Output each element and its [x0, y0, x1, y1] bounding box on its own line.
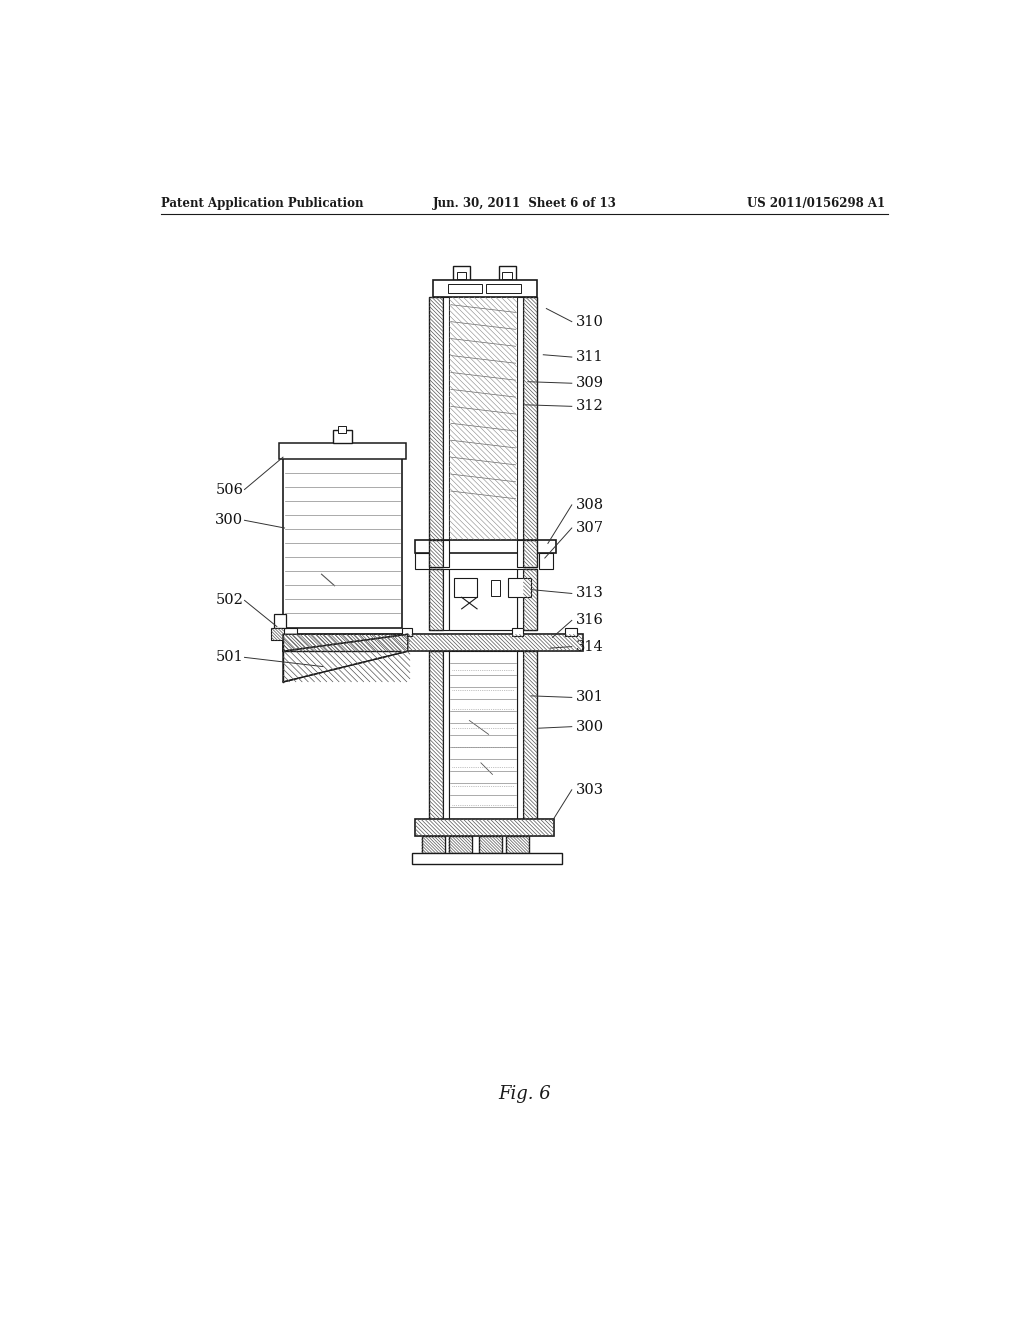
Bar — [401, 628, 413, 636]
Text: 501: 501 — [215, 651, 243, 664]
Bar — [422, 836, 444, 853]
Bar — [443, 540, 450, 566]
Bar — [506, 836, 529, 853]
Text: Patent Application Publication: Patent Application Publication — [162, 197, 364, 210]
Text: 300: 300 — [215, 513, 244, 527]
Bar — [450, 297, 517, 540]
Text: 316: 316 — [575, 614, 603, 627]
Bar — [523, 651, 538, 818]
Bar — [490, 581, 500, 595]
Bar — [443, 651, 450, 818]
Bar — [273, 614, 286, 628]
Text: 308: 308 — [575, 498, 604, 512]
Bar — [454, 267, 470, 280]
Bar — [433, 280, 538, 297]
Bar — [523, 540, 538, 566]
Text: 312: 312 — [575, 400, 603, 413]
Text: 502: 502 — [215, 594, 243, 607]
Text: US 2011/0156298 A1: US 2011/0156298 A1 — [748, 197, 885, 210]
Text: 311: 311 — [575, 350, 603, 364]
Bar — [416, 818, 554, 836]
Polygon shape — [283, 635, 401, 651]
Bar — [416, 540, 556, 553]
Bar — [443, 569, 450, 631]
Bar — [479, 836, 503, 853]
Bar — [283, 628, 297, 638]
Bar — [486, 284, 521, 293]
Text: 313: 313 — [575, 586, 603, 601]
Bar — [517, 540, 523, 566]
Bar — [333, 430, 352, 444]
Bar — [517, 297, 523, 540]
Bar — [565, 628, 578, 636]
Text: 310: 310 — [575, 314, 603, 329]
Bar — [457, 272, 466, 279]
Bar — [450, 651, 517, 818]
Bar — [517, 651, 523, 818]
Bar — [454, 578, 477, 598]
Bar — [339, 426, 346, 433]
Bar — [512, 628, 523, 636]
Bar — [412, 853, 562, 863]
Text: Jun. 30, 2011  Sheet 6 of 13: Jun. 30, 2011 Sheet 6 of 13 — [433, 197, 616, 210]
Text: 300: 300 — [575, 719, 604, 734]
Bar — [449, 836, 472, 853]
Bar — [443, 297, 450, 540]
Bar — [283, 457, 402, 628]
Text: 307: 307 — [575, 521, 603, 535]
Bar — [503, 272, 512, 279]
Text: 506: 506 — [215, 483, 244, 496]
Bar — [271, 628, 284, 640]
Text: 303: 303 — [575, 783, 604, 797]
Bar — [429, 540, 443, 566]
Bar — [280, 444, 407, 459]
Bar — [517, 569, 523, 631]
Bar — [499, 267, 515, 280]
Bar — [447, 284, 482, 293]
Text: 301: 301 — [575, 690, 603, 705]
Bar — [429, 569, 443, 631]
Bar — [429, 651, 443, 818]
Text: 309: 309 — [575, 376, 603, 391]
Bar — [523, 569, 538, 631]
Bar — [450, 569, 517, 631]
Bar — [416, 553, 429, 569]
Bar — [429, 297, 443, 540]
Bar — [539, 553, 553, 569]
Polygon shape — [283, 635, 408, 682]
Text: 314: 314 — [575, 640, 603, 653]
Bar — [523, 297, 538, 540]
Text: Fig. 6: Fig. 6 — [499, 1085, 551, 1104]
Bar — [508, 578, 531, 598]
Bar — [283, 635, 584, 651]
